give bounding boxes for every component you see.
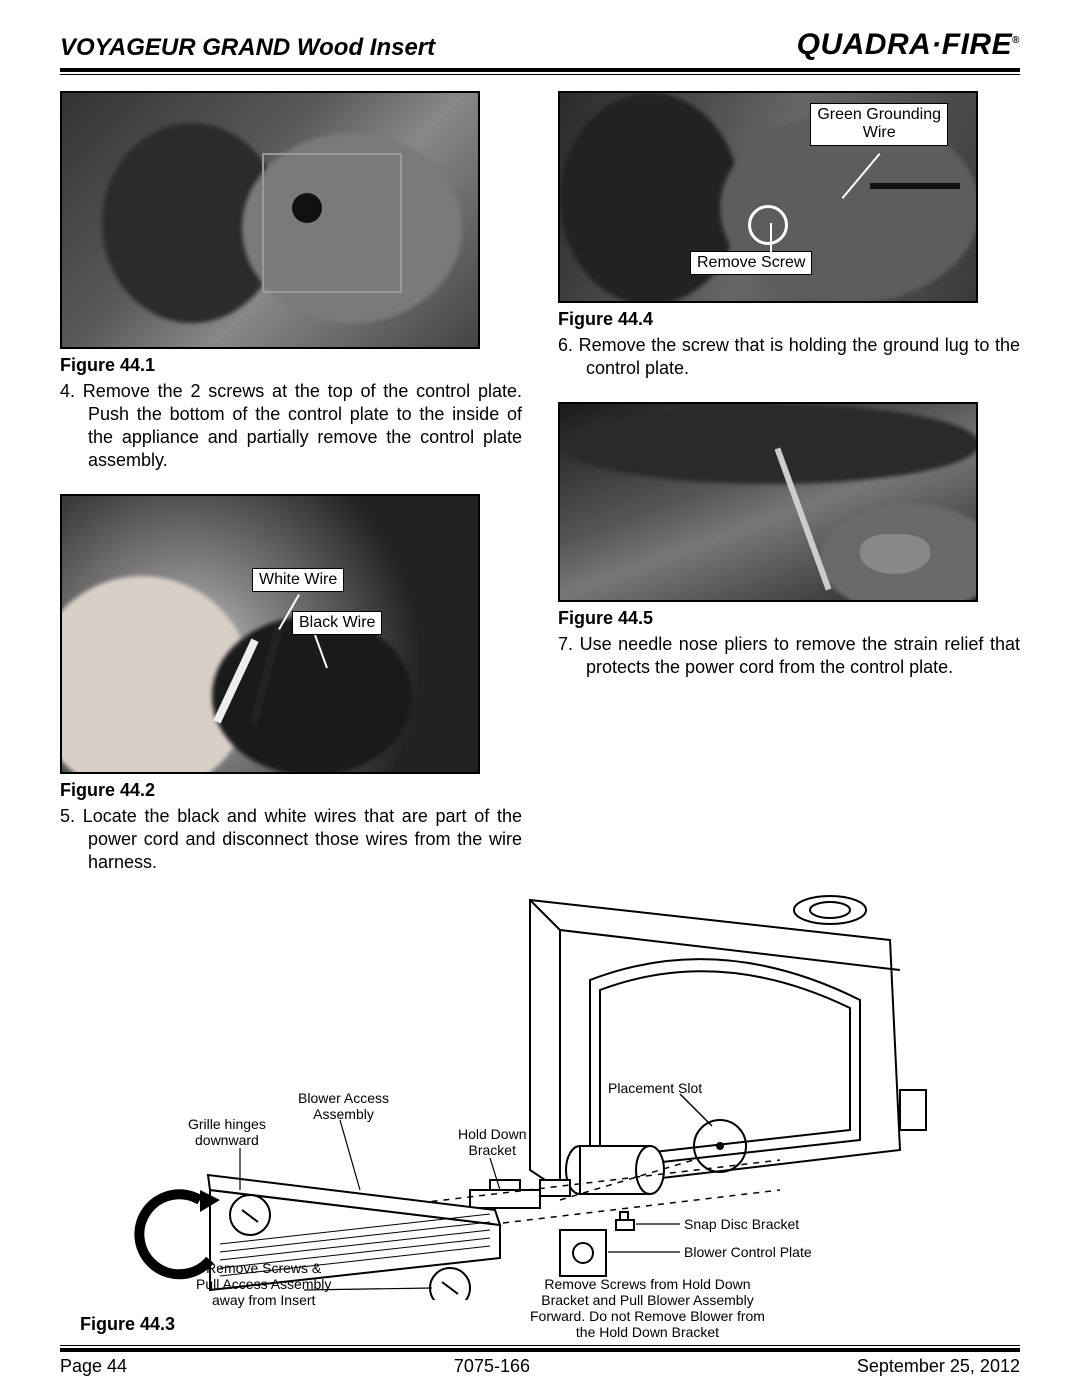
step-4-text: 4. Remove the 2 screws at the top of the…: [60, 380, 522, 472]
page-footer: Page 44 7075-166 September 25, 2012: [60, 1345, 1020, 1377]
figure-44-4-callout-ground-line2: Wire: [863, 124, 896, 141]
footer-rule-thin: [60, 1345, 1020, 1346]
footer-rule-thick: [60, 1348, 1020, 1352]
footer-doc-number: 7075-166: [454, 1356, 530, 1377]
figure-44-1-photo: [60, 91, 480, 349]
footer-date: September 25, 2012: [857, 1356, 1020, 1377]
fig43-label-removehold: Remove Screws from Hold DownBracket and …: [530, 1276, 765, 1340]
header-rule-thick: [60, 68, 1020, 72]
fig43-label-placement: Placement Slot: [608, 1080, 702, 1096]
step-5-text: 5. Locate the black and white wires that…: [60, 805, 522, 874]
page-header: VOYAGEUR GRAND Wood Insert QUADRA·FIRE®: [60, 28, 1020, 66]
fig43-label-grille: Grille hingesdownward: [188, 1116, 266, 1148]
product-title: VOYAGEUR GRAND Wood Insert: [60, 34, 435, 62]
figure-44-2-caption: Figure 44.2: [60, 780, 522, 801]
figure-44-5-photo: [558, 402, 978, 602]
figure-44-4-callout-ground-line1: Green Grounding: [817, 106, 941, 123]
step-6-text: 6. Remove the screw that is holding the …: [558, 334, 1020, 380]
figure-44-2-photo: White Wire Black Wire: [60, 494, 480, 774]
figure-44-2-callout-white-wire: White Wire: [252, 568, 344, 592]
brand-registered-mark: ®: [1012, 35, 1020, 46]
figure-44-5-caption: Figure 44.5: [558, 608, 1020, 629]
figure-44-3-diagram: [60, 890, 1020, 1300]
brand-logo-text: QUADRA·FIRE: [797, 28, 1013, 61]
fig43-label-removepull: Remove Screws &Pull Access Assemblyaway …: [196, 1260, 331, 1308]
brand-logo: QUADRA·FIRE®: [797, 28, 1020, 62]
figure-44-2-callout-black-wire: Black Wire: [292, 611, 382, 635]
figure-44-4-photo: Green Grounding Wire Remove Screw: [558, 91, 978, 303]
fig43-label-snap: Snap Disc Bracket: [684, 1216, 799, 1232]
figure-44-4-callout-remove-screw: Remove Screw: [690, 251, 812, 275]
fig43-label-blower-access: Blower AccessAssembly: [298, 1090, 389, 1122]
figure-44-4-callout-grounding: Green Grounding Wire: [810, 103, 948, 146]
figure-44-4-caption: Figure 44.4: [558, 309, 1020, 330]
step-7-text: 7. Use needle nose pliers to remove the …: [558, 633, 1020, 679]
manual-page: VOYAGEUR GRAND Wood Insert QUADRA·FIRE® …: [0, 0, 1080, 1397]
fig43-label-holddown: Hold DownBracket: [458, 1126, 526, 1158]
footer-page-number: Page 44: [60, 1356, 127, 1377]
figure-44-1-caption: Figure 44.1: [60, 355, 522, 376]
header-rule-thin: [60, 74, 1020, 75]
fig43-label-blowerctrl: Blower Control Plate: [684, 1244, 812, 1260]
figure-44-3-caption: Figure 44.3: [80, 1314, 175, 1335]
figure-44-3-wrap: Blower AccessAssembly Grille hingesdownw…: [60, 890, 1020, 1320]
